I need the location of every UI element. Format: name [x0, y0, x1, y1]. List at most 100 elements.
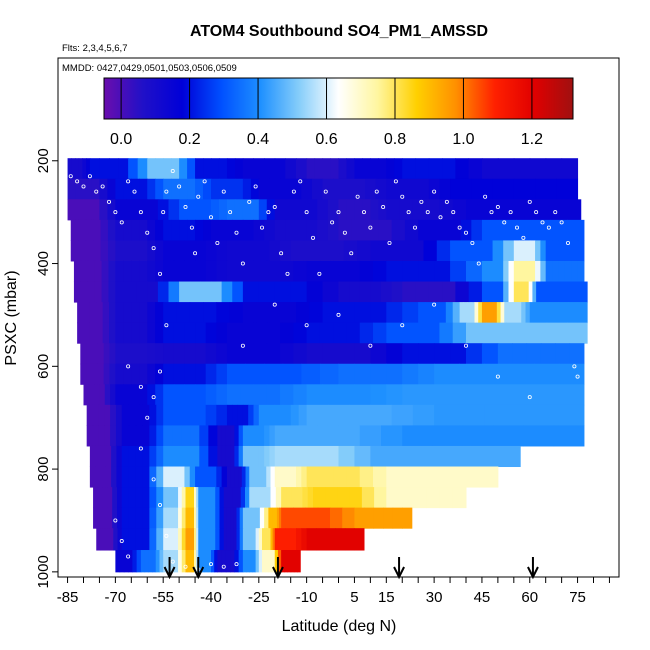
heat-cell [234, 445, 240, 468]
heat-cell [78, 219, 87, 241]
observation-point [553, 210, 558, 215]
heat-cell [123, 343, 132, 365]
heat-cell [395, 445, 421, 468]
heat-cell [455, 158, 470, 180]
heat-cell [338, 343, 355, 365]
heat-cell [147, 363, 156, 385]
heat-cell [266, 384, 281, 406]
heat-cell [173, 260, 185, 283]
heat-cell [354, 384, 371, 406]
heat-cell [526, 322, 548, 344]
heat-cell [163, 343, 175, 365]
heat-cell [131, 322, 140, 344]
heat-cell [230, 528, 234, 551]
heat-cell [238, 445, 244, 468]
heat-cell [306, 199, 318, 221]
heat-cell [91, 199, 100, 221]
heat-cell [556, 178, 579, 200]
heat-cell [195, 384, 207, 406]
y-axis: 200 400 600 800 1000 [35, 148, 58, 589]
heat-cell [205, 384, 217, 406]
heat-cell [418, 302, 426, 324]
observation-point [240, 343, 245, 348]
heat-cell [233, 507, 237, 529]
heat-cell [259, 507, 265, 529]
heat-cell [532, 219, 551, 241]
heat-cell [163, 322, 175, 344]
heat-cell [392, 507, 403, 529]
observation-point [444, 199, 449, 204]
heat-cell [208, 445, 218, 468]
heat-cell [503, 260, 509, 283]
heat-cell [239, 507, 244, 529]
heat-cell [512, 302, 518, 324]
heat-cell [221, 281, 233, 303]
heat-cell [179, 466, 185, 488]
observation-point [126, 364, 131, 369]
heat-cell [93, 219, 101, 241]
heat-cell [285, 219, 297, 241]
heat-cell [316, 528, 327, 551]
heat-cell [566, 219, 585, 241]
heat-cell [156, 507, 164, 529]
heat-cell [293, 384, 308, 406]
heat-cell [179, 281, 191, 303]
heat-cell [445, 445, 471, 468]
heat-cell [163, 260, 175, 283]
heat-cell [333, 260, 347, 283]
heat-cell [131, 240, 140, 262]
heat-cell [155, 363, 164, 385]
heat-cell [248, 425, 254, 447]
heat-cell [163, 487, 168, 509]
x-axis: -85 -70 -55 -40 -25 -10 5 15 30 45 60 75 [57, 577, 610, 606]
heat-cell [234, 158, 244, 180]
heat-cell [402, 281, 417, 303]
heat-cell [555, 343, 571, 365]
heat-cell [354, 199, 363, 221]
heat-cell [274, 158, 286, 180]
heat-cell [493, 425, 524, 447]
heat-cell [223, 528, 228, 551]
heat-cell [156, 487, 164, 509]
heat-cell [374, 487, 387, 509]
heat-cell [211, 466, 217, 488]
heat-cell [97, 487, 104, 509]
heat-cell [221, 550, 227, 573]
observation-point [336, 312, 341, 317]
heat-cell [96, 322, 104, 344]
heat-cell [92, 425, 99, 447]
heat-cell [96, 302, 104, 324]
heat-cell [349, 487, 363, 509]
flights-label: Flts: 2,3,4,5,6,7 [62, 43, 127, 54]
heat-cell [402, 363, 419, 385]
observation-point [138, 384, 143, 389]
heat-cell [290, 178, 302, 200]
heat-cell [270, 507, 274, 529]
heat-cell [126, 199, 138, 221]
heat-cell [239, 528, 244, 551]
heat-cell [274, 219, 286, 241]
heat-cell [147, 178, 156, 200]
heat-cell [247, 507, 252, 529]
heat-cell [174, 550, 179, 573]
heat-cell [386, 260, 403, 283]
heat-cell [519, 240, 525, 262]
heat-cell [404, 219, 419, 241]
heat-cell [478, 302, 483, 324]
heat-cell [98, 404, 105, 426]
heat-cell [373, 466, 387, 488]
heat-cell [107, 507, 113, 529]
heat-cell [524, 260, 531, 283]
heat-cell [226, 199, 236, 221]
heat-cell [83, 384, 90, 406]
heat-cell [281, 550, 285, 573]
heat-cell [226, 260, 241, 283]
heat-cell [242, 507, 248, 529]
heat-cell [535, 178, 557, 200]
heat-cell [338, 445, 355, 468]
y-tick-label: 400 [35, 251, 52, 276]
heat-cell [155, 178, 164, 200]
heat-cell [190, 445, 200, 468]
heat-cell [487, 281, 494, 303]
heat-cell [226, 528, 231, 551]
